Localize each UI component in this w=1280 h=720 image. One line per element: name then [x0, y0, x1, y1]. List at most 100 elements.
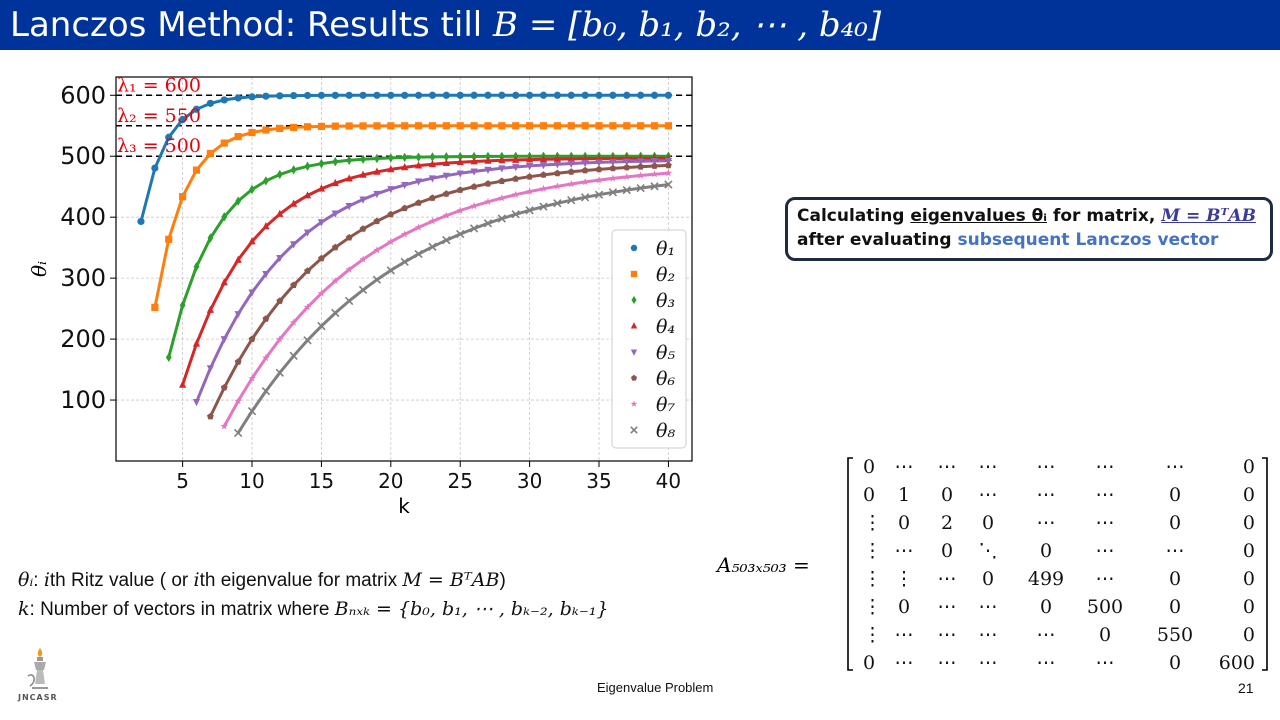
chart-grid — [116, 77, 692, 461]
data-point — [650, 170, 659, 178]
callout-line-2: after evaluating subsequent Lanczos vect… — [797, 228, 1261, 252]
matrix-cell: ⋯ — [979, 652, 998, 674]
x-tick-label: 10 — [239, 469, 264, 493]
data-point — [539, 184, 548, 192]
data-point — [470, 168, 478, 176]
data-point-stroke — [372, 275, 382, 284]
matrix-cell: ⋯ — [979, 624, 998, 646]
data-point — [317, 122, 326, 131]
data-point — [512, 175, 520, 182]
data-point — [650, 122, 659, 130]
data-point — [179, 300, 186, 310]
title-prefix: Lanczos Method: Results till — [10, 5, 494, 45]
data-point — [359, 170, 367, 178]
data-point — [511, 210, 520, 219]
data-point — [484, 180, 492, 187]
data-point — [664, 122, 673, 130]
matrix-cell: ⋮ — [863, 596, 882, 618]
slide-title: Lanczos Method: Results till B = [b₀, b₁… — [10, 4, 881, 46]
data-point-stroke — [608, 188, 618, 197]
x-axis-label: k — [398, 494, 410, 518]
data-point — [665, 161, 672, 169]
data-point-stroke — [580, 193, 590, 202]
data-point — [484, 91, 492, 99]
matrix-cell: ⋮ — [863, 540, 882, 562]
data-point — [428, 217, 437, 225]
y-tick-label: 100 — [60, 386, 106, 414]
series-line — [153, 124, 669, 308]
callout-box: Calculating eigenvalues θᵢ for matrix, M… — [785, 197, 1273, 261]
data-point — [664, 169, 673, 177]
data-point — [553, 161, 561, 169]
data-point — [331, 91, 339, 99]
data-point — [636, 183, 645, 193]
matrix-cell: ⋮ — [863, 624, 882, 646]
data-point — [165, 352, 172, 363]
data-point — [470, 157, 478, 165]
data-point — [415, 152, 422, 162]
data-point — [414, 91, 423, 99]
theta-i: i — [43, 569, 50, 591]
data-point — [553, 169, 561, 177]
data-point — [346, 155, 353, 165]
callout-lanczos-vector: subsequent Lanczos vector — [957, 230, 1219, 250]
data-point — [567, 168, 575, 175]
data-point — [303, 336, 312, 345]
data-point-stroke — [511, 210, 520, 219]
data-point — [262, 222, 270, 230]
data-point — [234, 94, 242, 102]
data-point — [373, 217, 381, 225]
x-tick-label: 25 — [447, 469, 472, 493]
matrix-cell: ⋯ — [1037, 512, 1056, 534]
data-point — [526, 155, 534, 163]
data-point — [664, 91, 673, 99]
theta-close: ) — [499, 570, 506, 591]
legend-label: θ₄ — [656, 316, 675, 338]
data-point — [484, 122, 492, 130]
matrix-cell: ⋯ — [938, 456, 957, 478]
matrix-cell: ⋯ — [1096, 652, 1115, 674]
data-point — [630, 426, 638, 434]
footer-label: Eigenvalue Problem — [597, 680, 714, 695]
data-point — [401, 162, 409, 171]
matrix-cell: 600 — [1219, 652, 1255, 674]
data-point-stroke — [428, 242, 437, 251]
data-point — [580, 193, 590, 202]
data-point — [553, 199, 562, 208]
title-bar: Lanczos Method: Results till B = [b₀, b₁… — [0, 0, 1280, 50]
matrix-cell: ⋯ — [979, 596, 998, 618]
data-point — [526, 173, 533, 180]
matrix-cell: ⋯ — [1096, 484, 1115, 506]
data-point — [360, 154, 366, 164]
data-point — [289, 318, 298, 326]
data-point-stroke — [622, 185, 631, 195]
callout-text-3: after evaluating — [797, 230, 958, 250]
data-point — [512, 164, 520, 172]
data-point — [262, 353, 270, 362]
matrix-cell: ⋯ — [938, 568, 957, 590]
data-point — [498, 156, 506, 164]
data-point — [179, 115, 187, 124]
matrix-cell: 0 — [1243, 568, 1255, 590]
data-point — [623, 172, 631, 181]
data-point — [414, 178, 423, 186]
data-point — [248, 374, 256, 382]
data-point-stroke — [650, 182, 659, 191]
data-point — [637, 91, 645, 99]
data-point — [484, 197, 492, 205]
matrix-cell: ⋯ — [1096, 512, 1115, 534]
matrix-cell: 0 — [1169, 652, 1181, 674]
data-point — [650, 182, 659, 191]
matrix-cell: 2 — [941, 512, 953, 534]
data-point — [387, 165, 395, 173]
data-point — [206, 305, 214, 313]
data-point — [317, 321, 326, 331]
y-tick-label: 500 — [60, 142, 106, 170]
data-point — [345, 122, 353, 130]
theta-symbol: θᵢ — [18, 569, 34, 591]
data-point — [609, 122, 617, 130]
data-point — [581, 178, 589, 186]
matrix-cell: 0 — [1099, 624, 1111, 646]
matrix-cell: 1 — [898, 484, 910, 506]
matrix-cell: 0 — [1169, 484, 1181, 506]
